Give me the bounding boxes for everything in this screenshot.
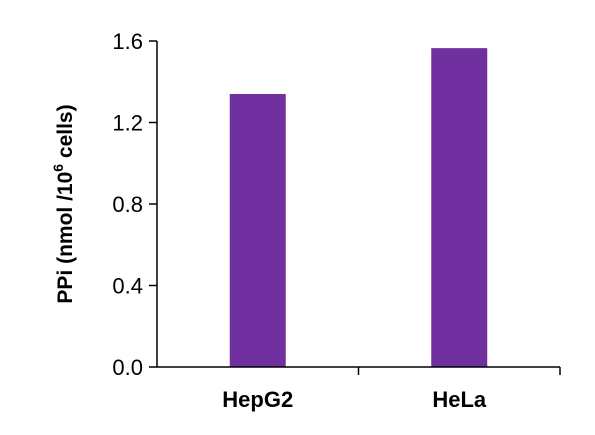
y-tick-label: 1.6: [112, 29, 143, 54]
y-axis-title-prefix: PPi (nmol /10: [54, 172, 77, 304]
x-category-label: HeLa: [432, 387, 487, 412]
axes-group: [156, 41, 561, 375]
bar-hepg2: [229, 93, 286, 367]
bar-hela: [431, 48, 488, 367]
y-tick-label: 0.8: [112, 192, 143, 217]
y-tick-label: 0.0: [112, 355, 143, 380]
y-axis-title: PPi (nmol /106 cells): [50, 104, 77, 303]
y-tick-label: 1.2: [112, 111, 143, 136]
y-ticks-group: 0.0 0.4 0.8 1.2 1.6: [112, 29, 157, 380]
y-axis-title-superscript: 6: [50, 164, 66, 172]
x-labels-group: HepG2 HeLa: [222, 387, 487, 412]
x-category-label: HepG2: [222, 387, 293, 412]
bars-group: [229, 48, 488, 367]
y-tick-label: 0.4: [112, 274, 143, 299]
y-axis-title-suffix: cells): [54, 104, 77, 164]
